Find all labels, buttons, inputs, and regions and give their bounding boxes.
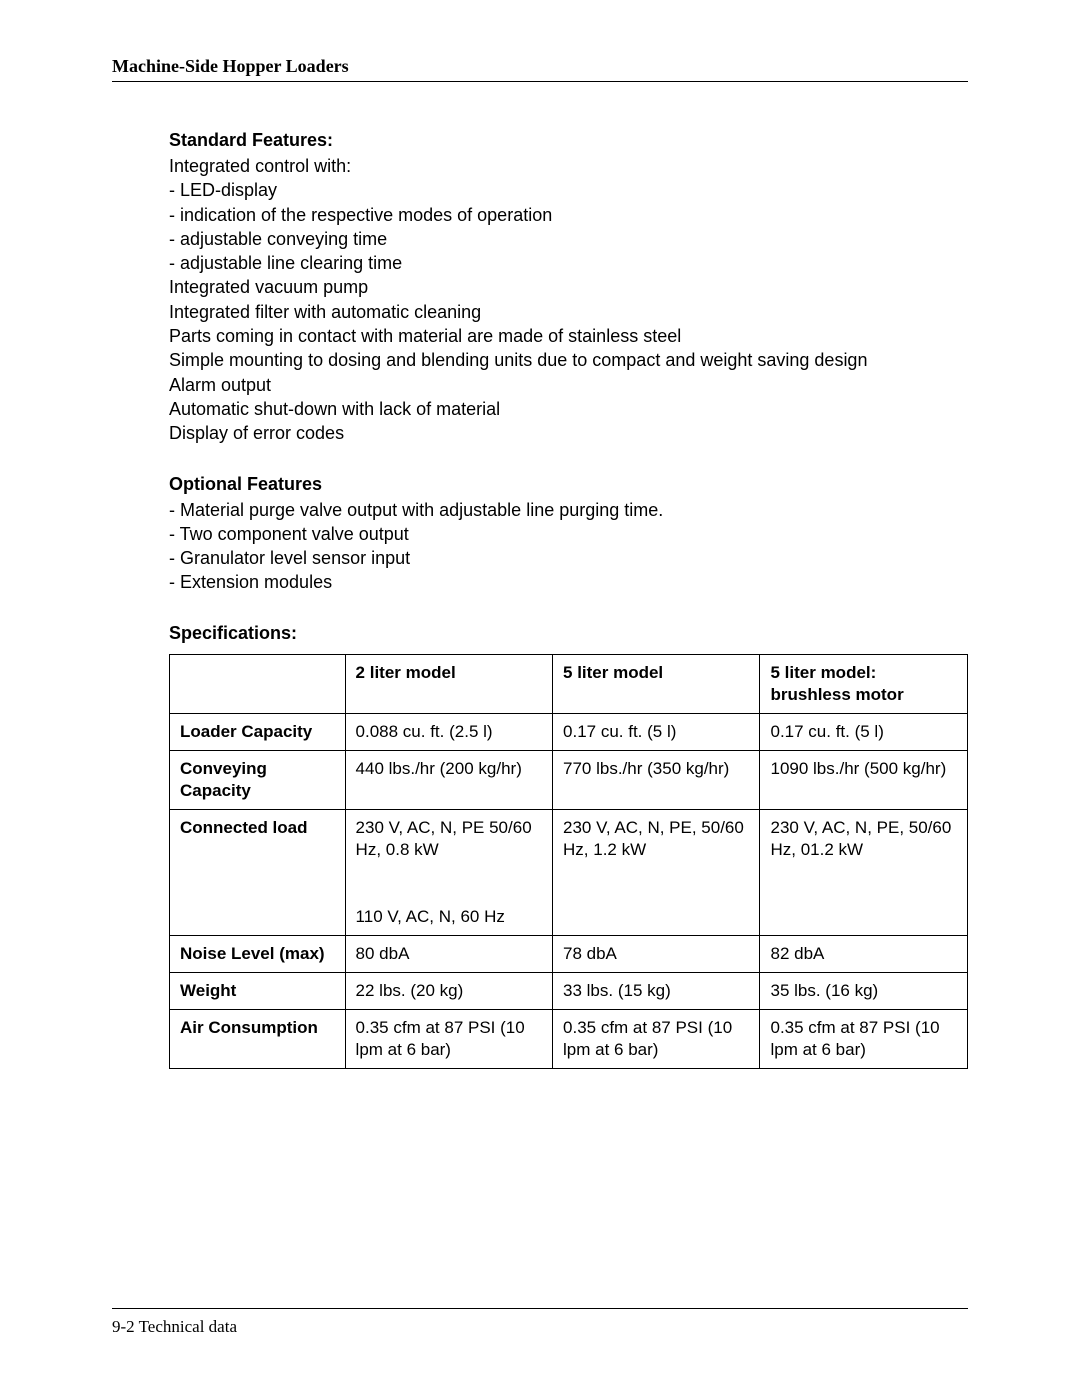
- feature-line: - indication of the respective modes of …: [169, 203, 968, 227]
- table-cell: 0.17 cu. ft. (5 l): [553, 713, 760, 750]
- row-label: Air Consumption: [170, 1009, 346, 1068]
- table-row: Conveying Capacity 440 lbs./hr (200 kg/h…: [170, 751, 968, 810]
- table-cell: 0.35 cfm at 87 PSI (10 lpm at 6 bar): [553, 1009, 760, 1068]
- standard-features-lines: Integrated control with: - LED-display -…: [169, 154, 968, 446]
- table-cell: 22 lbs. (20 kg): [345, 972, 552, 1009]
- col-header-blank: [170, 654, 346, 713]
- standard-features-block: Standard Features: Integrated control wi…: [169, 130, 968, 446]
- feature-line: - adjustable line clearing time: [169, 251, 968, 275]
- feature-line: Alarm output: [169, 373, 968, 397]
- table-row: Weight 22 lbs. (20 kg) 33 lbs. (15 kg) 3…: [170, 972, 968, 1009]
- optional-features-lines: - Material purge valve output with adjus…: [169, 498, 968, 595]
- optional-features-heading: Optional Features: [169, 474, 968, 495]
- feature-line: Integrated control with:: [169, 154, 968, 178]
- content-area: Standard Features: Integrated control wi…: [112, 130, 968, 1069]
- optional-line: - Two component valve output: [169, 522, 968, 546]
- table-cell: 0.17 cu. ft. (5 l): [760, 713, 968, 750]
- table-row: Noise Level (max) 80 dbA 78 dbA 82 dbA: [170, 935, 968, 972]
- row-label: Connected load: [170, 810, 346, 935]
- table-cell: 80 dbA: [345, 935, 552, 972]
- optional-line: - Granulator level sensor input: [169, 546, 968, 570]
- col-header-5l: 5 liter model: [553, 654, 760, 713]
- specifications-block: Specifications: 2 liter model 5 liter mo…: [169, 623, 968, 1069]
- table-cell: 0.35 cfm at 87 PSI (10 lpm at 6 bar): [345, 1009, 552, 1068]
- optional-features-block: Optional Features - Material purge valve…: [169, 474, 968, 595]
- optional-line: - Extension modules: [169, 570, 968, 594]
- table-row: Air Consumption 0.35 cfm at 87 PSI (10 l…: [170, 1009, 968, 1068]
- specifications-heading: Specifications:: [169, 623, 968, 644]
- standard-features-heading: Standard Features:: [169, 130, 968, 151]
- feature-line: Automatic shut-down with lack of materia…: [169, 397, 968, 421]
- table-cell: 0.088 cu. ft. (2.5 l): [345, 713, 552, 750]
- table-cell: 35 lbs. (16 kg): [760, 972, 968, 1009]
- table-cell: 33 lbs. (15 kg): [553, 972, 760, 1009]
- table-cell: 440 lbs./hr (200 kg/hr): [345, 751, 552, 810]
- feature-line: Display of error codes: [169, 421, 968, 445]
- table-cell: 1090 lbs./hr (500 kg/hr): [760, 751, 968, 810]
- feature-line: - adjustable conveying time: [169, 227, 968, 251]
- table-header-row: 2 liter model 5 liter model 5 liter mode…: [170, 654, 968, 713]
- feature-line: Parts coming in contact with material ar…: [169, 324, 968, 348]
- optional-line: - Material purge valve output with adjus…: [169, 498, 968, 522]
- table-cell: 230 V, AC, N, PE, 50/60 Hz, 1.2 kW: [553, 810, 760, 935]
- specifications-table: 2 liter model 5 liter model 5 liter mode…: [169, 654, 968, 1069]
- page-footer: 9-2 Technical data: [112, 1308, 968, 1337]
- table-cell: 82 dbA: [760, 935, 968, 972]
- table-cell: 770 lbs./hr (350 kg/hr): [553, 751, 760, 810]
- feature-line: Integrated filter with automatic cleanin…: [169, 300, 968, 324]
- table-cell: 230 V, AC, N, PE 50/60 Hz, 0.8 kW110 V, …: [345, 810, 552, 935]
- page: Machine-Side Hopper Loaders Standard Fea…: [0, 0, 1080, 1397]
- col-header-2l: 2 liter model: [345, 654, 552, 713]
- table-row: Loader Capacity 0.088 cu. ft. (2.5 l) 0.…: [170, 713, 968, 750]
- footer-text: 9-2 Technical data: [112, 1317, 237, 1336]
- feature-line: Simple mounting to dosing and blending u…: [169, 348, 968, 372]
- table-row: Connected load 230 V, AC, N, PE 50/60 Hz…: [170, 810, 968, 935]
- row-label: Noise Level (max): [170, 935, 346, 972]
- row-label: Loader Capacity: [170, 713, 346, 750]
- feature-line: - LED-display: [169, 178, 968, 202]
- col-header-5l-brushless: 5 liter model: brushless motor: [760, 654, 968, 713]
- feature-line: Integrated vacuum pump: [169, 275, 968, 299]
- table-cell: 230 V, AC, N, PE, 50/60 Hz, 01.2 kW: [760, 810, 968, 935]
- page-header-title: Machine-Side Hopper Loaders: [112, 56, 968, 82]
- table-cell: 78 dbA: [553, 935, 760, 972]
- row-label: Conveying Capacity: [170, 751, 346, 810]
- row-label: Weight: [170, 972, 346, 1009]
- table-cell: 0.35 cfm at 87 PSI (10 lpm at 6 bar): [760, 1009, 968, 1068]
